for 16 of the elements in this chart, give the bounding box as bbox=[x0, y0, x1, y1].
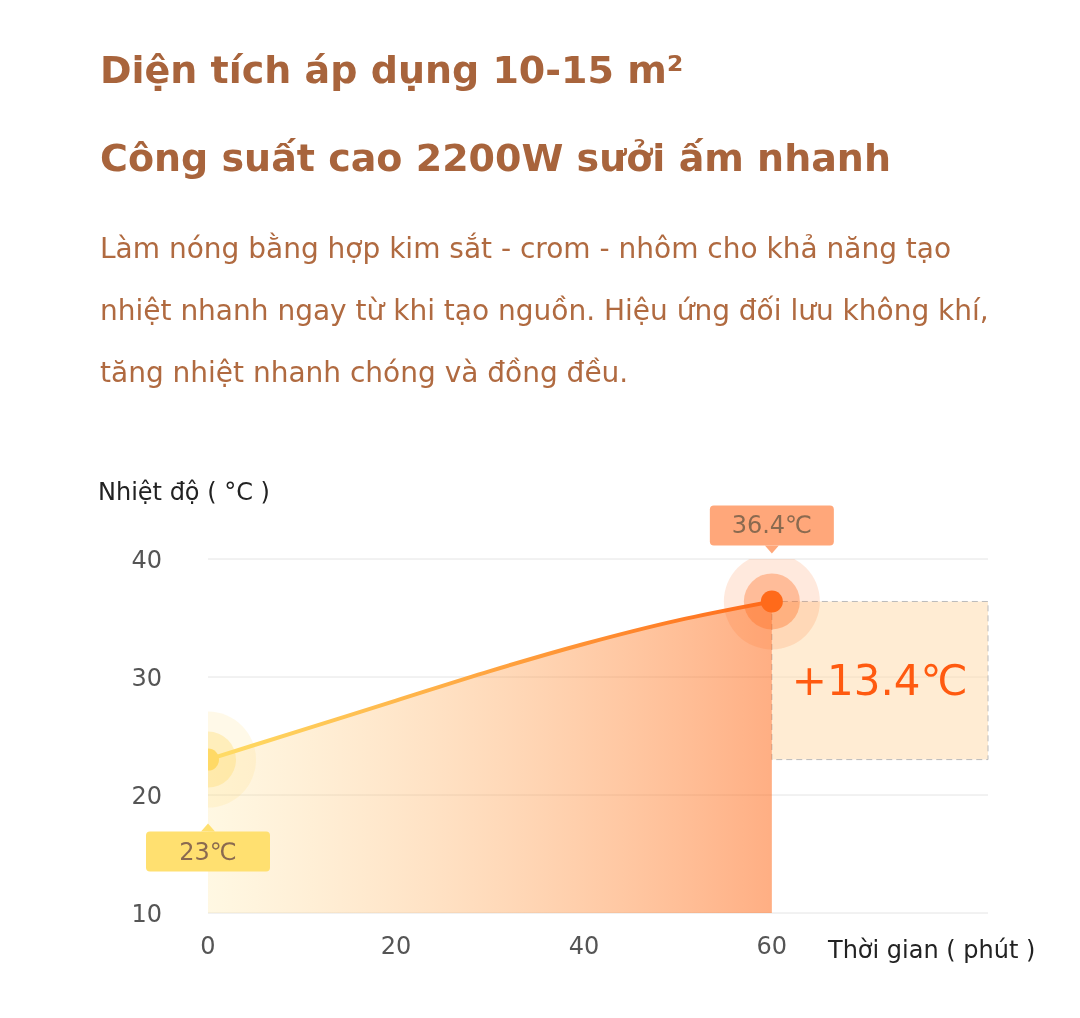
text: Làm nóng bằng hợp kim sắt - crom - nhôm cho khả năng tạo nhiệt nhanh ngay từ khi tạo nguồn. Hiệu ứng đối lưu không khí, tăng nhiệt nhanh chóng và đồng đều. bbox=[100, 231, 990, 391]
band-label: +13.4℃ bbox=[791, 656, 968, 706]
x-tick-label: 40 bbox=[568, 932, 600, 961]
chart-title: Diện tích áp dụng 10-15 m² bbox=[100, 48, 684, 92]
x-tick-label: 60 bbox=[756, 932, 788, 961]
y-tick-label: 10 bbox=[131, 899, 162, 928]
y-tick-label: 20 bbox=[131, 781, 162, 810]
x-axis-title: Thời gian ( phút ) bbox=[828, 936, 1036, 964]
y-tick-label: 30 bbox=[131, 663, 162, 692]
data-label: 23℃ bbox=[179, 837, 237, 866]
x-tick-label: 20 bbox=[380, 932, 412, 961]
chart-subtitle: Công suất cao 2200W sưởi ấm nhanh bbox=[100, 136, 891, 180]
x-tick-label: 0 bbox=[200, 932, 216, 961]
y-axis-title: Nhiệt độ ( °C ) bbox=[98, 478, 270, 506]
y-tick-label: 40 bbox=[131, 545, 162, 574]
data-label: 36.4℃ bbox=[731, 511, 813, 540]
